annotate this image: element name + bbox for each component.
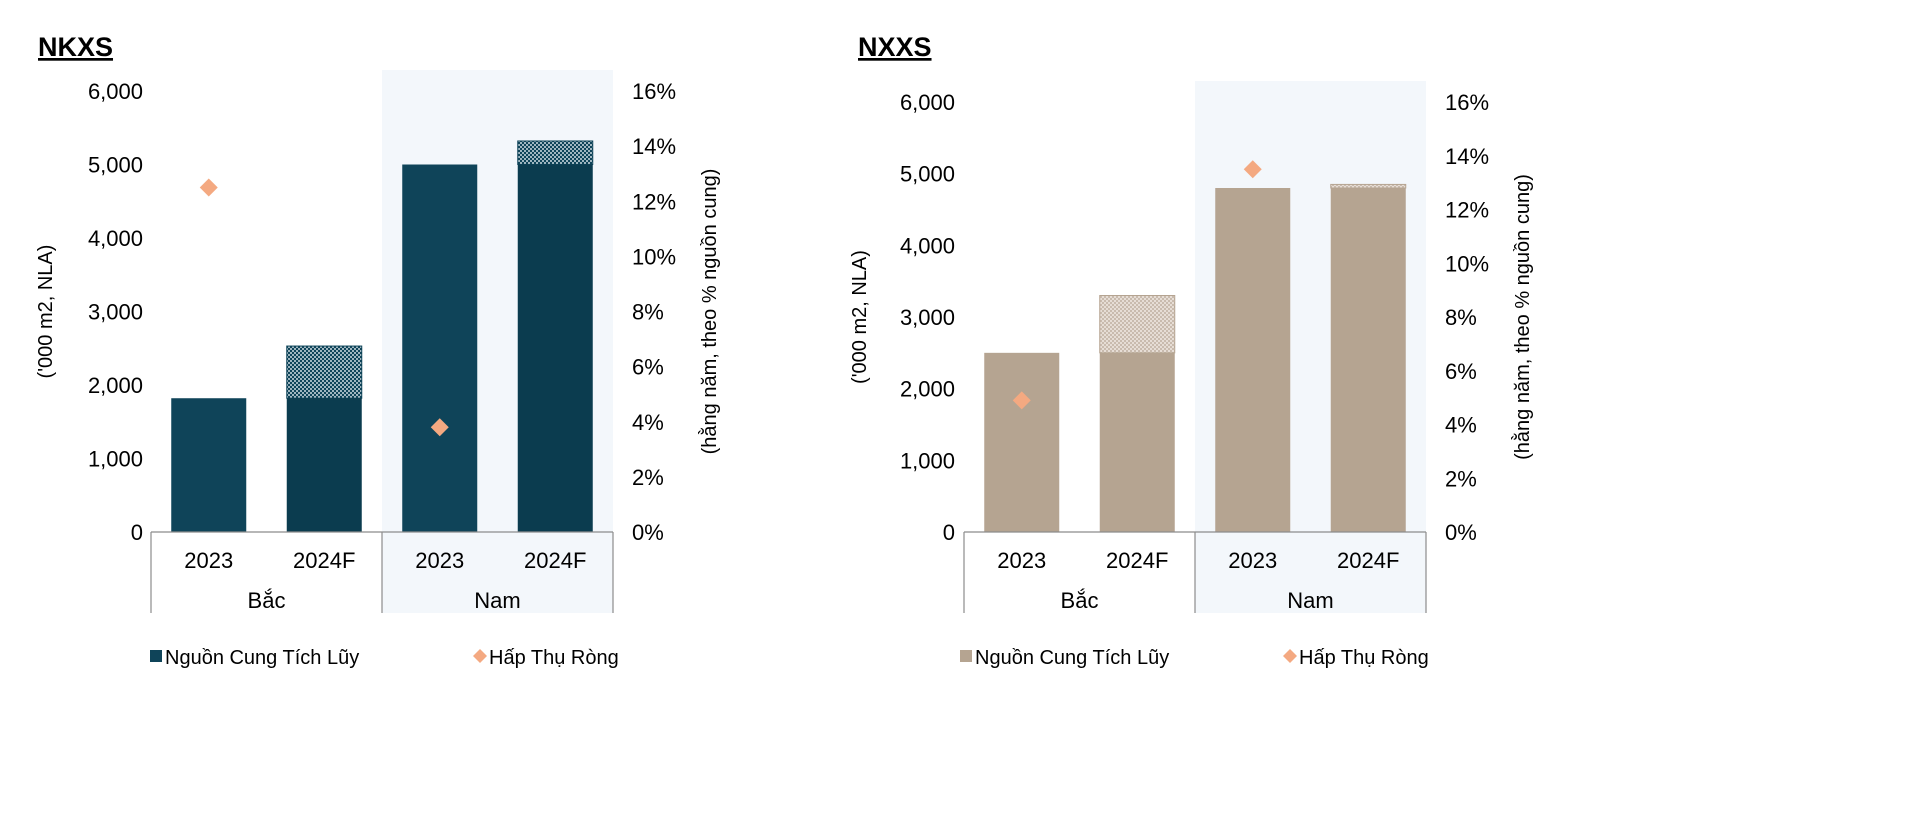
x-tick-label: 2023 [415, 548, 464, 573]
group-label: Bắc [248, 588, 286, 613]
x-tick-label: 2023 [997, 548, 1046, 573]
y2-tick-label: 16% [632, 79, 676, 104]
chart-nxxs: NXXS 0 1,000 2,000 3,000 4,000 5,000 6,000 0% 2% 4… [849, 32, 1534, 669]
bar-forecast-segment [286, 345, 363, 399]
y2-tick-label: 10% [632, 244, 676, 269]
y-axis-title: ('000 m2, NLA) [849, 250, 871, 384]
legend-swatch-diamond [473, 649, 487, 663]
y-tick-label: 5,000 [88, 153, 143, 178]
bar-forecast-segment [1099, 295, 1176, 354]
legend-swatch-diamond [1283, 649, 1297, 663]
y2-tick-label: 0% [1445, 520, 1477, 545]
group-label: Nam [474, 588, 520, 613]
y2-tick-label: 8% [1445, 305, 1477, 330]
y2-tick-label: 0% [632, 520, 664, 545]
x-tick-label: 2024F [524, 548, 586, 573]
y2-tick-label: 6% [632, 355, 664, 380]
y2-tick-label: 2% [1445, 466, 1477, 491]
legend-swatch-bar [960, 650, 972, 662]
bar-forecast-segment [517, 140, 594, 165]
y-tick-label: 4,000 [900, 233, 955, 258]
bar-forecast-segment [1330, 183, 1407, 189]
y-tick-label: 0 [943, 520, 955, 545]
bar-existing-segment [1215, 188, 1291, 532]
x-tick-label: 2024F [1337, 548, 1399, 573]
bar-existing-segment [402, 164, 478, 532]
y2-tick-label: 4% [632, 410, 664, 435]
y-tick-label: 1,000 [900, 448, 955, 473]
y2-tick-label: 12% [632, 189, 676, 214]
y2-tick-label: 4% [1445, 413, 1477, 438]
y-tick-label: 0 [131, 520, 143, 545]
y2-axis-title: (hằng năm, theo % nguồn cung) [698, 169, 721, 455]
legend-label: Nguồn Cung Tích Lũy [165, 647, 359, 669]
legend-swatch-bar [150, 650, 162, 662]
bar-existing-segment [517, 164, 593, 532]
legend-label: Nguồn Cung Tích Lũy [975, 647, 1169, 669]
x-tick-label: 2024F [1106, 548, 1168, 573]
y2-tick-label: 8% [632, 300, 664, 325]
y-tick-label: 6,000 [88, 79, 143, 104]
bar-existing-segment [171, 398, 247, 532]
diamond-marker [1012, 391, 1031, 410]
x-tick-label: 2023 [184, 548, 233, 573]
group-label: Nam [1287, 588, 1333, 613]
y2-axis-title: (hằng năm, theo % nguồn cung) [1511, 174, 1534, 460]
diamond-marker [430, 418, 449, 437]
diamond-marker [1243, 160, 1262, 179]
bar-existing-segment [984, 352, 1060, 532]
x-tick-label: 2024F [293, 548, 355, 573]
y2-tick-label: 2% [632, 465, 664, 490]
y-tick-label: 2,000 [88, 373, 143, 398]
legend-label: Hấp Thụ Ròng [1299, 647, 1429, 669]
y-tick-label: 2,000 [900, 377, 955, 402]
y2-tick-label: 14% [1445, 144, 1489, 169]
y-tick-label: 3,000 [88, 300, 143, 325]
diamond-marker [199, 178, 218, 197]
chart-title: NKXS [38, 32, 113, 62]
bar-existing-segment [1099, 352, 1175, 532]
y2-tick-label: 6% [1445, 359, 1477, 384]
y-tick-label: 3,000 [900, 305, 955, 330]
x-tick-label: 2023 [1228, 548, 1277, 573]
chart-title: NXXS [858, 32, 932, 62]
y2-tick-label: 16% [1445, 90, 1489, 115]
y2-tick-label: 10% [1445, 251, 1489, 276]
chart-nkxs: NKXS 0 1,000 2,000 3,000 4,000 5,000 6,000 0% 2% 4… [35, 32, 721, 669]
bar-existing-segment [1330, 188, 1406, 532]
group-label: Bắc [1061, 588, 1099, 613]
y-tick-label: 6,000 [900, 90, 955, 115]
legend-label: Hấp Thụ Ròng [489, 647, 619, 669]
y-axis-title: ('000 m2, NLA) [35, 245, 57, 379]
y-tick-label: 5,000 [900, 162, 955, 187]
y2-tick-label: 14% [632, 134, 676, 159]
bar-existing-segment [286, 398, 362, 532]
y2-tick-label: 12% [1445, 198, 1489, 223]
y-tick-label: 4,000 [88, 226, 143, 251]
y-tick-label: 1,000 [88, 447, 143, 472]
